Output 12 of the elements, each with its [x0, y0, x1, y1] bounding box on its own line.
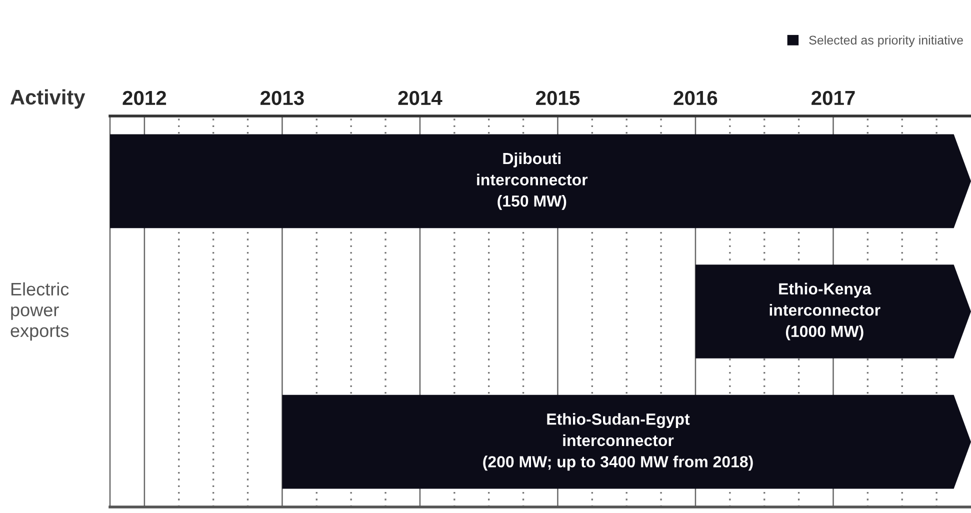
y-tick-label: Djibouti interconnector (150 MW) [477, 152, 588, 210]
x-tick-label: 2016 [674, 90, 718, 106]
y-tick-label: Ethio-Kenya interconnector (1000 MW) [770, 282, 880, 340]
x-tick-label: 2014 [398, 90, 442, 106]
x-tick-label: 2017 [812, 90, 855, 106]
x-tick-label: 2013 [260, 90, 304, 106]
x-tick-label: 2012 [122, 90, 166, 106]
y-axis-title: Activity [10, 89, 86, 109]
text: Electric power exports [10, 282, 69, 341]
legend-label: Selected as priority initiative [809, 35, 963, 48]
x-tick-label: 2015 [536, 90, 580, 106]
y-tick-label: Ethio-Sudan-Egypt interconnector (200 MW; up to 3400 MW from 2018) [483, 413, 753, 471]
